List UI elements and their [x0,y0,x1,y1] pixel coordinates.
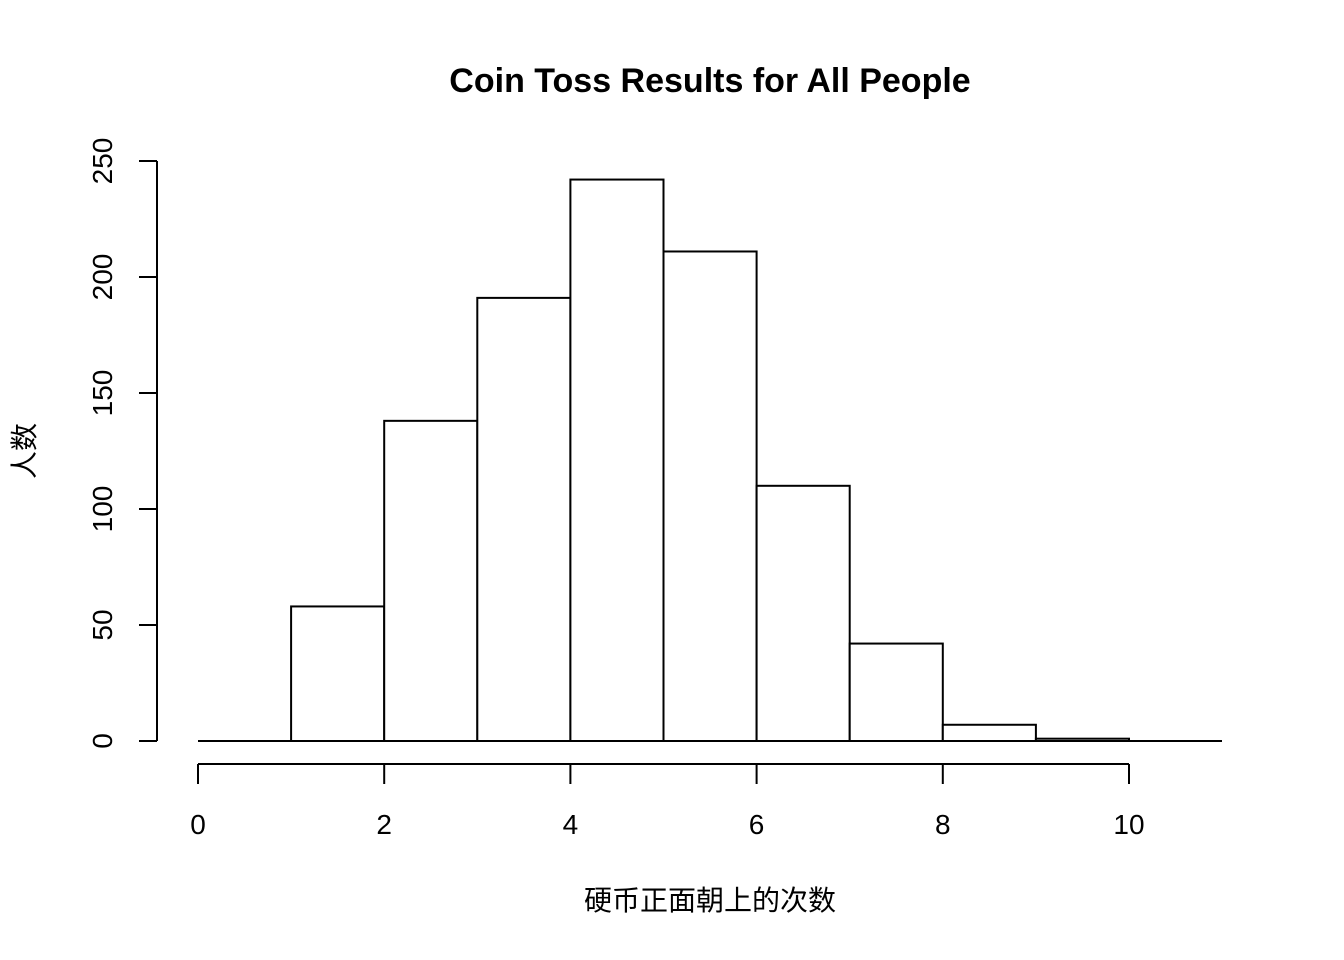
x-tick-label: 8 [935,809,951,840]
x-axis: 0 2 4 6 8 10 [190,763,1145,840]
histogram-bar-5-6 [662,250,758,742]
histogram-bar-6-7 [755,484,851,742]
x-tick-label: 4 [563,809,579,840]
x-tick-label: 6 [749,809,765,840]
histogram-bar-1-2 [290,605,386,742]
x-axis-title: 硬币正面朝上的次数 [584,884,836,917]
histogram-bar-3-4 [476,296,572,742]
y-tick-label: 50 [87,609,118,640]
histogram-bar-4-5 [569,178,665,742]
y-axis: 0 50 100 150 200 250 [87,138,158,749]
histogram-bar-9-10 [1034,737,1131,742]
x-tick-label: 10 [1113,809,1144,840]
histogram-bar-8-9 [941,723,1037,743]
y-tick-label: 150 [87,370,118,417]
y-tick-label: 0 [87,733,118,749]
y-axis-title: 人数 [8,423,41,479]
bars-group [198,178,1222,743]
x-tick-label: 0 [190,809,206,840]
histogram-bar-2-3 [383,419,479,742]
chart-title: Coin Toss Results for All People [449,62,970,100]
y-tick-label: 200 [87,254,118,301]
histogram-bar-7-8 [848,642,944,742]
y-tick-label: 250 [87,138,118,185]
y-tick-label: 100 [87,486,118,533]
x-tick-label: 2 [376,809,392,840]
